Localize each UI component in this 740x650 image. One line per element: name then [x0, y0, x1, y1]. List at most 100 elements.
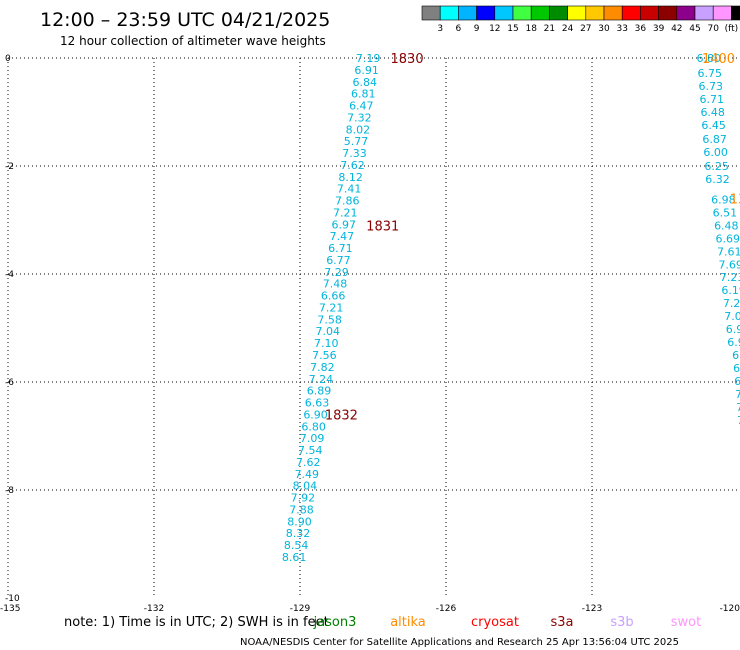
wave-height-label: 7.58 — [317, 313, 342, 326]
wave-height-label: 6.4 — [733, 362, 740, 375]
wave-height-label: 8.32 — [286, 527, 311, 540]
scale-swatch — [585, 5, 605, 21]
wave-height-label: 7.0 — [735, 388, 740, 401]
wave-height-label: 6.75 — [698, 67, 723, 80]
wave-height-label: 6.25 — [704, 160, 729, 173]
satellite-label: swot — [671, 615, 701, 630]
wave-height-label: 6.87 — [702, 133, 727, 146]
wave-height-label: 6.91 — [354, 64, 379, 77]
scale-swatch — [494, 5, 514, 21]
wave-height-label: 7.62 — [340, 159, 365, 172]
wave-height-label: 6.71 — [328, 242, 353, 255]
wave-height-label: 7.82 — [310, 361, 335, 374]
scale-swatch — [640, 5, 659, 21]
wave-height-label: 6.00 — [703, 146, 728, 159]
time-label: 13 — [730, 192, 740, 207]
y-tick-label: -2 — [5, 162, 14, 172]
wave-height-label: 7.69 — [718, 258, 740, 271]
wave-height-label: 7.47 — [330, 230, 355, 243]
wave-height-label: 7.0 — [736, 401, 740, 414]
wave-height-label: 8.12 — [338, 171, 363, 184]
x-tick-label: -123 — [582, 604, 602, 614]
wave-height-label: 6.81 — [351, 88, 376, 101]
color-scale-legend: 3 6 9 12 15 18 21 24 27 30 33 36 39 42 45 70 (ft) — [421, 5, 740, 34]
satellite-label: s3a — [550, 615, 573, 630]
wave-height-label: 7.33 — [342, 147, 367, 160]
chart-title: 12:00 – 23:59 UTC 04/21/2025 — [40, 9, 330, 31]
wave-height-label: 7.07 — [724, 310, 740, 323]
wave-height-label: 6.51 — [713, 206, 738, 219]
wave-height-label: 6.98 — [711, 193, 736, 206]
wave-height-label: 7.09 — [300, 432, 325, 445]
x-tick-label: -135 — [0, 604, 20, 614]
scale-label: 36 — [635, 24, 647, 34]
scale-label: 15 — [507, 24, 518, 34]
scale-swatch — [421, 5, 441, 21]
wave-height-label: 7.32 — [347, 111, 372, 124]
wave-height-label: 6.80 — [697, 52, 722, 65]
wave-height-label: 7.10 — [314, 337, 339, 350]
scale-label: 3 — [437, 24, 443, 34]
x-tick-label: -126 — [436, 604, 457, 614]
scale-label: 39 — [653, 24, 665, 34]
scale-label: 42 — [671, 24, 682, 34]
wave-height-label: 6.19 — [721, 284, 740, 297]
scale-swatch — [549, 5, 568, 21]
y-tick-label: -6 — [5, 378, 14, 388]
wave-height-label: 7.29 — [324, 266, 349, 279]
wave-height-label: 7.92 — [291, 492, 316, 505]
wave-height-label: 7.56 — [312, 349, 337, 362]
footer-credit: NOAA/NESDIS Center for Satellite Applica… — [240, 637, 679, 648]
satellite-label: jason3 — [313, 615, 357, 630]
y-tick-label: -8 — [5, 486, 14, 496]
scale-label: 6 — [456, 24, 462, 34]
scale-swatch — [439, 5, 459, 21]
wave-height-label: 6.93 — [726, 323, 740, 336]
scale-label: 21 — [544, 24, 555, 34]
wave-height-label: 7.23 — [720, 271, 740, 284]
time-label: 1400 — [702, 52, 735, 67]
scale-swatch — [476, 5, 496, 21]
wave-height-label: 6.47 — [349, 100, 374, 113]
wave-height-label: 6.4 — [732, 349, 740, 362]
wave-height-label: 7.88 — [289, 503, 314, 516]
wave-height-label: 6.97 — [332, 218, 357, 231]
chart-subtitle: 12 hour collection of altimeter wave hei… — [60, 34, 326, 48]
scale-label: (ft) — [725, 24, 739, 34]
wave-height-label: 7.19 — [356, 52, 381, 65]
wave-height-label: 7.62 — [296, 456, 321, 469]
wave-height-label: 8.61 — [282, 551, 307, 564]
note-text: note: 1) Time is in UTC; 2) SWH is in fe… — [64, 615, 329, 630]
wave-height-label: 6.77 — [326, 254, 351, 267]
wave-height-label: 7.86 — [335, 195, 360, 208]
wave-height-label: 7.21 — [319, 301, 344, 314]
satellite-label: cryosat — [471, 615, 519, 630]
wave-height-label: 7.41 — [337, 183, 362, 196]
wave-height-label: 6.84 — [352, 76, 377, 89]
plot-marks: 7.196.916.846.816.477.328.025.777.337.62… — [282, 52, 740, 564]
wave-height-label: 6.48 — [714, 219, 739, 232]
scale-label: 45 — [689, 24, 700, 34]
y-tick-label: -10 — [5, 594, 20, 604]
scale-swatch — [530, 5, 550, 21]
satellite-legend: jason3 altika cryosat s3a s3b swot — [313, 615, 702, 630]
scale-swatch — [694, 5, 714, 21]
plot-grid — [7, 57, 738, 598]
satellite-label: altika — [390, 615, 426, 630]
scale-swatch — [676, 5, 696, 21]
scale-label: 24 — [562, 24, 574, 34]
wave-height-label: 5.77 — [344, 135, 369, 148]
satellite-label: s3b — [610, 615, 633, 630]
scale-swatch — [512, 5, 532, 21]
wave-height-label: 8.02 — [346, 123, 371, 136]
scale-label: 27 — [580, 24, 591, 34]
wave-height-label: 7.24 — [309, 373, 334, 386]
scale-label: 33 — [616, 24, 627, 34]
scale-swatch — [458, 5, 477, 21]
scale-swatch — [621, 5, 641, 21]
scale-swatch — [603, 5, 623, 21]
wave-height-label: 6.94 — [727, 336, 740, 349]
wave-height-label: 6.48 — [700, 106, 725, 119]
scale-label: 18 — [525, 24, 537, 34]
scale-label: 12 — [489, 24, 500, 34]
